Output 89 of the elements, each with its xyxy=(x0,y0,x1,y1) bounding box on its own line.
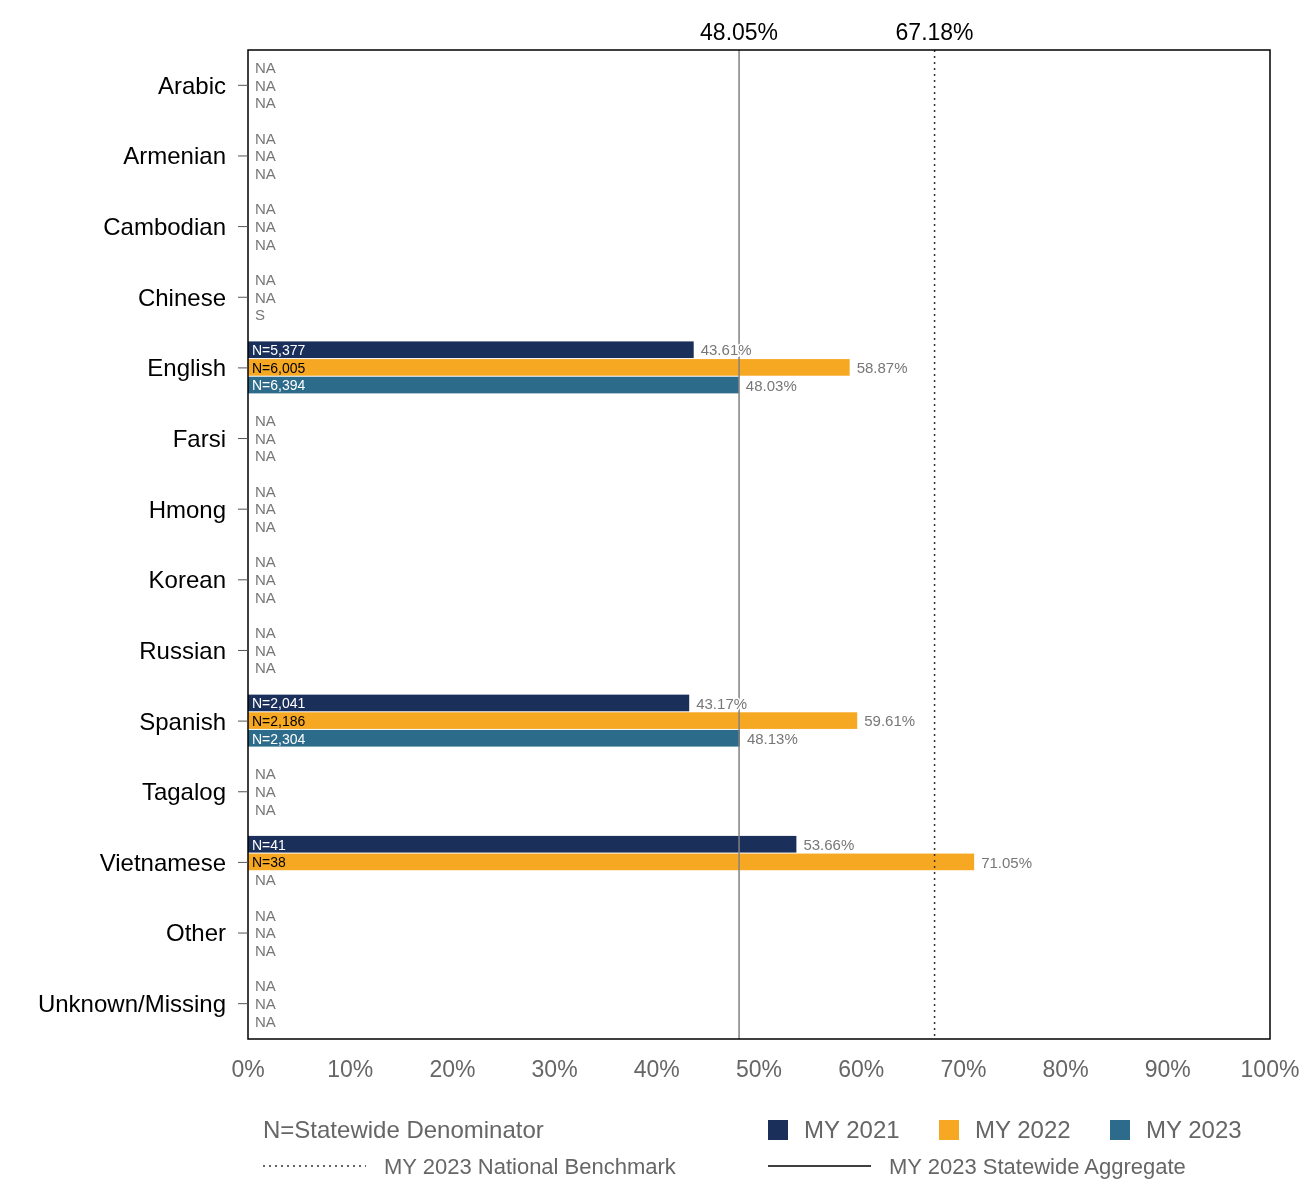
text: NA xyxy=(255,1012,276,1030)
text: NA xyxy=(255,500,276,518)
text: NA xyxy=(255,58,276,76)
legend-label: MY 2021 xyxy=(804,1116,900,1144)
annotation: N=2,041 xyxy=(252,695,306,712)
x-tick-label: 70% xyxy=(940,1056,987,1082)
y-tick-label: Unknown/Missing xyxy=(37,990,226,1018)
bar xyxy=(248,712,858,729)
y-tick-label: Armenian xyxy=(123,142,226,170)
y-tick-label: Cambodian xyxy=(103,213,226,241)
bar xyxy=(248,376,739,394)
x-tick-label: 20% xyxy=(429,1056,476,1082)
text: NA xyxy=(255,235,276,253)
text: NA xyxy=(255,429,276,447)
text: NA xyxy=(255,553,276,571)
y-tick-label: Hmong xyxy=(148,495,226,523)
text: NA xyxy=(255,482,276,500)
annotation: N=6,005 xyxy=(252,359,306,376)
annotation: N=5,377 xyxy=(252,342,306,359)
y-tick-label: English xyxy=(147,354,226,382)
text: NA xyxy=(255,783,276,800)
y-tick-label: Other xyxy=(165,919,226,947)
text: NA xyxy=(255,76,276,94)
text: NA xyxy=(255,518,276,536)
ref-line-label: 67.18% xyxy=(895,19,974,45)
annotation: N=38 xyxy=(252,854,287,871)
text: MY 2023 National Benchmark xyxy=(384,1153,677,1179)
text: NA xyxy=(255,147,276,165)
text: NA xyxy=(255,800,276,818)
text: NA xyxy=(255,871,276,889)
annotation: N=6,394 xyxy=(252,377,306,394)
y-tick-label: Russian xyxy=(139,636,226,664)
x-tick-label: 30% xyxy=(531,1056,578,1082)
bar xyxy=(248,729,740,747)
data-label: 71.05% xyxy=(981,853,1033,871)
x-tick-label: 50% xyxy=(735,1056,783,1082)
x-tick-label: 0% xyxy=(231,1056,265,1082)
annotation: N=41 xyxy=(252,836,287,853)
text: NA xyxy=(255,641,276,659)
annotation: N=2,186 xyxy=(252,713,306,730)
x-tick-label: 10% xyxy=(327,1056,374,1082)
text: NA xyxy=(255,924,276,942)
text: NA xyxy=(255,217,276,235)
y-tick-label: Farsi xyxy=(172,424,226,452)
text: NA xyxy=(255,994,276,1012)
ref-line-label: 48.05% xyxy=(700,19,779,45)
data-label: 59.61% xyxy=(864,712,916,730)
bar xyxy=(248,853,975,871)
text: NA xyxy=(255,977,276,995)
bar xyxy=(248,359,850,376)
y-tick-label: Chinese xyxy=(137,283,226,311)
data-label: 53.66% xyxy=(803,835,855,853)
x-tick-label: 100% xyxy=(1240,1056,1300,1082)
text: NA xyxy=(255,94,276,112)
text: NA xyxy=(255,412,276,430)
x-tick-label: 60% xyxy=(838,1056,885,1082)
text: NA xyxy=(255,588,276,606)
text: NA xyxy=(255,200,276,218)
data-label: 48.03% xyxy=(745,376,797,394)
y-tick-label: Arabic xyxy=(157,71,226,99)
text: NA xyxy=(255,129,276,147)
bar xyxy=(248,694,690,712)
text: NA xyxy=(255,571,276,589)
text: MY 2023 Statewide Aggregate xyxy=(889,1153,1186,1179)
y-tick-label: Tagalog xyxy=(141,778,226,806)
data-label: 58.87% xyxy=(856,359,908,377)
legend-label: MY 2023 xyxy=(1146,1116,1242,1144)
text: NA xyxy=(255,659,276,677)
text: NA xyxy=(255,941,276,959)
annotation: N=2,304 xyxy=(252,730,306,747)
legend-label: MY 2022 xyxy=(975,1116,1071,1144)
y-tick-label: Korean xyxy=(148,566,226,594)
y-tick-label: Spanish xyxy=(139,707,226,735)
text: N=Statewide Denominator xyxy=(263,1116,544,1144)
x-tick-label: 40% xyxy=(633,1056,680,1082)
x-tick-label: 90% xyxy=(1144,1056,1191,1082)
text: NA xyxy=(255,624,276,642)
text: NA xyxy=(255,447,276,465)
text: NA xyxy=(255,270,276,288)
x-tick-label: 80% xyxy=(1042,1056,1089,1082)
text: NA xyxy=(255,164,276,182)
text: S xyxy=(255,306,266,324)
data-label: 48.13% xyxy=(746,730,798,748)
text: NA xyxy=(255,906,276,924)
bar xyxy=(248,341,694,359)
bar xyxy=(248,835,797,853)
y-tick-label: Vietnamese xyxy=(99,848,226,876)
text: NA xyxy=(255,765,276,783)
text: NA xyxy=(255,288,276,306)
